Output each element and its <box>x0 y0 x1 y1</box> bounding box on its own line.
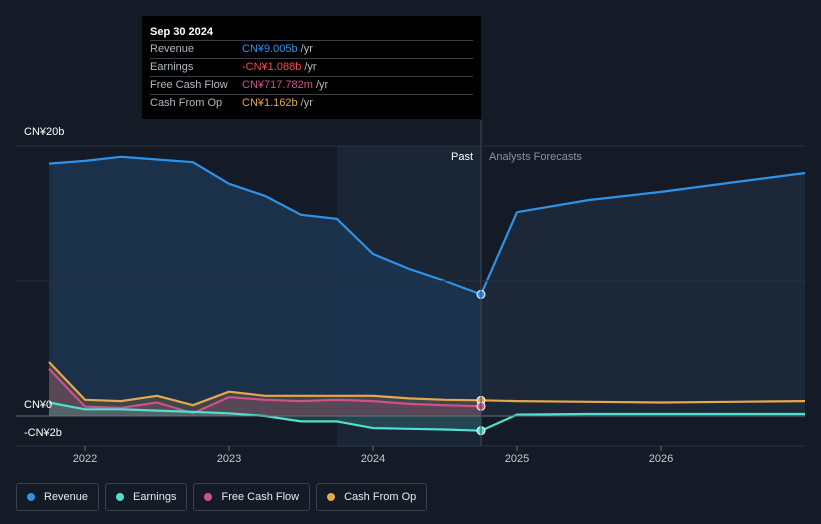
legend-item-free-cash-flow[interactable]: Free Cash Flow <box>193 483 311 511</box>
legend-dot-icon <box>27 493 35 501</box>
area-free-cash-flow <box>49 368 481 416</box>
x-tick-label: 2024 <box>361 453 385 465</box>
tooltip-unit: /yr <box>300 97 313 109</box>
past-label: Past <box>451 151 473 163</box>
tooltip-row-free-cash-flow: Free Cash Flow CN¥717.782m /yr <box>150 76 473 94</box>
tooltip-row-cash-from-op: Cash From Op CN¥1.162b /yr <box>150 94 473 112</box>
legend-label: Revenue <box>44 491 89 503</box>
line-earnings-forecast[interactable] <box>480 412 805 432</box>
legend-dot-icon <box>116 493 125 501</box>
area-revenue-forecast <box>481 173 805 416</box>
area-revenue <box>49 156 481 417</box>
tooltip-label: Free Cash Flow <box>150 79 228 91</box>
line-revenue-forecast[interactable] <box>479 171 806 295</box>
legend-label: Cash From Op <box>344 491 417 503</box>
tooltip-date: Sep 30 2024 <box>150 26 213 38</box>
legend-item-revenue[interactable]: Revenue <box>16 483 100 511</box>
y-tick-label: CN¥0 <box>24 399 52 411</box>
tooltip-row-earnings: Earnings -CN¥1.088b /yr <box>150 58 473 76</box>
tooltip-value: CN¥9.005b <box>242 43 298 55</box>
legend-label: Earnings <box>133 491 177 503</box>
legend-label: Free Cash Flow <box>221 491 300 503</box>
line-cash-from-op-forecast[interactable] <box>480 399 806 404</box>
axes: Past Analysts Forecasts CN¥20b CN¥0 -CN¥2b 20… <box>16 120 805 465</box>
x-tick-label: 2025 <box>505 453 529 465</box>
legend-item-earnings[interactable]: Earnings <box>105 483 188 511</box>
data-tooltip: Sep 30 2024 Revenue CN¥9.005b /yr Earnin… <box>142 16 481 119</box>
plot-area[interactable] <box>48 146 806 447</box>
line-free-cash-flow[interactable] <box>48 368 482 415</box>
tooltip-unit: /yr <box>315 79 329 91</box>
legend-dot-icon <box>327 493 336 501</box>
x-tick-label: 2022 <box>73 453 97 465</box>
tooltip-value: -CN¥1.088b <box>242 61 302 73</box>
line-revenue[interactable] <box>48 155 482 296</box>
tooltip-unit: /yr <box>300 43 313 55</box>
forecast-label: Analysts Forecasts <box>489 151 582 163</box>
legend-item-cash-from-op[interactable]: Cash From Op <box>316 483 428 511</box>
tooltip-label: Revenue <box>150 43 195 55</box>
tooltip-value: CN¥1.162b <box>242 97 298 109</box>
y-tick-label: CN¥20b <box>24 126 64 138</box>
y-tick-label: -CN¥2b <box>24 427 62 439</box>
line-cash-from-op[interactable] <box>48 361 482 407</box>
area-earnings <box>49 402 481 431</box>
legend-dot-icon <box>204 493 213 501</box>
chart-legend: Revenue Earnings Free Cash Flow Cash Fro… <box>16 483 428 511</box>
tooltip-row-revenue: Revenue CN¥9.005b /yr <box>150 40 473 58</box>
x-tick-label: 2026 <box>649 453 673 465</box>
tooltip-value: CN¥717.782m <box>242 79 313 91</box>
tooltip-label: Cash From Op <box>150 97 223 109</box>
tooltip-unit: /yr <box>304 61 317 73</box>
tooltip-label: Earnings <box>150 61 194 73</box>
x-tick-label: 2023 <box>217 453 241 465</box>
